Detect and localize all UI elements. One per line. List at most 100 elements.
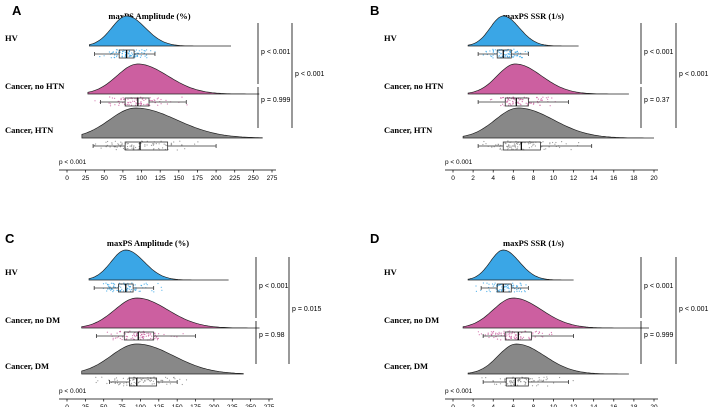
- x-axis: 0 25 50 75 100 125 150 175 200 225 250 275: [59, 169, 278, 182]
- data-point: [509, 52, 512, 54]
- data-point: [510, 333, 512, 335]
- x-tick-label: 25: [82, 404, 90, 407]
- data-point: [110, 282, 112, 284]
- x-tick-label: 275: [264, 404, 275, 407]
- data-point: [121, 339, 123, 341]
- data-point: [512, 145, 515, 147]
- data-point: [154, 338, 156, 340]
- data-point: [143, 103, 145, 106]
- data-point: [519, 55, 522, 57]
- data-point: [504, 286, 506, 288]
- group-cancer-dm: Cancer, DM: [5, 343, 244, 387]
- data-point: [123, 282, 125, 284]
- data-point: [134, 289, 136, 291]
- data-point: [130, 145, 132, 147]
- data-point: [126, 384, 128, 386]
- data-point: [135, 289, 137, 291]
- data-point: [524, 330, 526, 332]
- data-point: [140, 284, 142, 286]
- x-tick-label: 125: [153, 404, 164, 407]
- data-point: [538, 377, 540, 379]
- data-point: [129, 145, 131, 147]
- data-point: [138, 143, 140, 145]
- data-point: [497, 144, 500, 146]
- data-point: [181, 96, 183, 98]
- data-point: [495, 288, 497, 290]
- data-point: [116, 54, 118, 56]
- data-point: [132, 337, 134, 339]
- data-point: [511, 55, 513, 58]
- data-point: [537, 380, 539, 382]
- data-point: [133, 148, 135, 150]
- data-point: [523, 290, 526, 292]
- data-point: [478, 334, 480, 336]
- data-point: [492, 332, 494, 334]
- data-point: [136, 335, 138, 337]
- data-point: [506, 56, 509, 58]
- data-point: [492, 57, 494, 59]
- data-point: [532, 333, 534, 335]
- box-iqr: [496, 49, 512, 59]
- data-point: [486, 290, 488, 293]
- data-point: [131, 55, 133, 57]
- x-tick-label: 12: [570, 175, 578, 182]
- data-point: [504, 284, 506, 286]
- group-label: Cancer, no DM: [5, 315, 60, 325]
- data-point: [109, 146, 111, 148]
- data-point: [144, 333, 146, 336]
- data-point: [165, 376, 167, 378]
- x-tick-label: 0: [65, 175, 69, 182]
- data-point: [510, 337, 512, 339]
- data-point: [95, 376, 97, 378]
- data-point: [140, 103, 142, 105]
- data-point: [126, 143, 128, 145]
- x-tick-label: 18: [630, 175, 638, 182]
- data-point: [517, 384, 519, 386]
- data-point: [511, 382, 514, 384]
- data-point: [485, 377, 487, 379]
- data-point: [494, 383, 496, 385]
- box-iqr: [505, 377, 529, 387]
- density-cloud: [467, 63, 629, 95]
- data-point: [504, 379, 506, 381]
- data-point: [513, 332, 516, 334]
- data-point: [127, 284, 129, 286]
- data-point: [550, 331, 553, 334]
- data-point: [501, 286, 503, 288]
- group-cancer-htn: Cancer, HTN: [384, 107, 654, 151]
- data-point: [158, 143, 160, 145]
- data-point: [185, 379, 188, 381]
- data-point: [130, 288, 132, 291]
- data-point: [133, 333, 135, 335]
- x-tick-label: 175: [190, 404, 201, 407]
- data-point: [181, 144, 183, 146]
- group-cancer-no-dm: Cancer, no DM: [5, 297, 260, 341]
- data-point: [547, 98, 549, 100]
- x-tick-label: 25: [82, 175, 90, 182]
- overall-p-value: p < 0.001: [445, 388, 473, 395]
- data-point: [186, 104, 188, 106]
- data-point: [501, 290, 503, 292]
- data-point: [158, 333, 160, 335]
- data-point: [133, 376, 135, 378]
- data-point: [501, 288, 503, 290]
- group-label: HV: [5, 33, 19, 43]
- data-point: [500, 332, 502, 334]
- p-value-label: p = 0.98: [259, 332, 285, 339]
- data-point: [132, 56, 134, 58]
- data-point: [513, 336, 515, 338]
- data-point: [490, 55, 492, 57]
- data-point: [512, 148, 514, 150]
- data-point: [512, 376, 514, 378]
- data-point: [129, 101, 131, 103]
- data-point: [528, 338, 530, 340]
- x-tick-label: 0: [451, 404, 455, 407]
- data-point: [507, 98, 509, 101]
- data-point: [160, 379, 162, 381]
- data-point: [506, 335, 508, 337]
- data-point: [127, 52, 129, 54]
- data-point: [549, 105, 551, 107]
- data-point: [165, 99, 167, 101]
- data-point: [500, 339, 502, 341]
- data-point: [119, 51, 121, 53]
